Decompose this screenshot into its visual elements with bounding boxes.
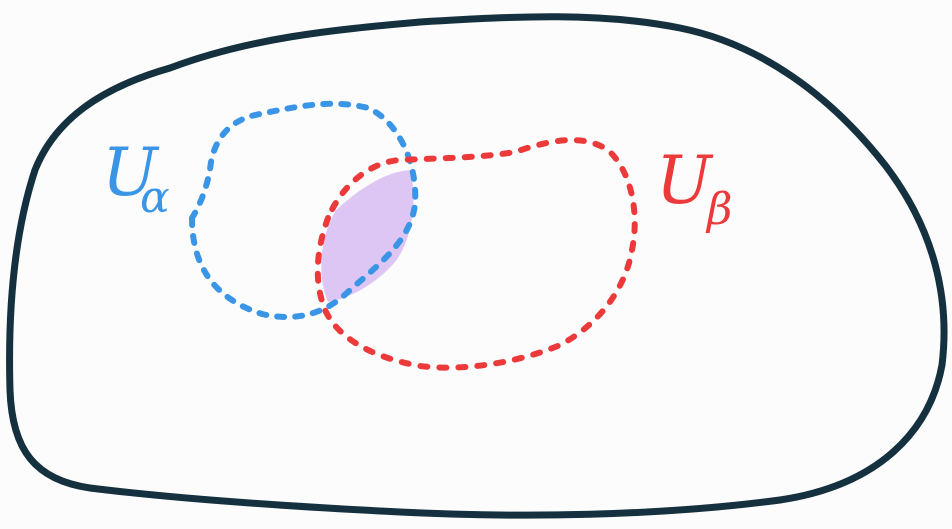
- set-alpha-label-letter: U: [102, 134, 160, 211]
- set-beta-boundary: [314, 137, 638, 371]
- set-beta-label-letter: U: [656, 142, 714, 219]
- set-beta-label: U β: [656, 142, 732, 235]
- set-beta-label-subscript: β: [705, 184, 732, 235]
- intersection-region: [321, 170, 414, 302]
- set-alpha-label-subscript: α: [140, 172, 170, 223]
- outer-space-boundary: [6, 13, 948, 519]
- set-alpha-label: U α: [102, 134, 170, 223]
